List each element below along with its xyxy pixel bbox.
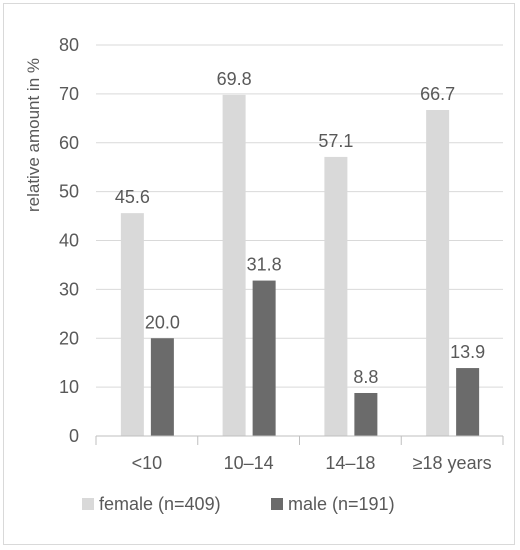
category-label: 14–18 — [325, 453, 375, 473]
category-label: <10 — [132, 453, 163, 473]
y-tick-label: 80 — [59, 35, 79, 55]
bar-male — [354, 392, 378, 436]
bar-female — [120, 213, 144, 436]
y-tick-label: 50 — [59, 182, 79, 202]
bar-male — [150, 338, 174, 436]
category-labels: <10 10–14 14–18 ≥18 years — [132, 453, 492, 473]
y-tick-label: 60 — [59, 133, 79, 153]
category-label: 10–14 — [224, 453, 274, 473]
y-tick-label: 20 — [59, 328, 79, 348]
legend: female (n=409) male (n=191) — [82, 494, 395, 514]
bar-male — [456, 368, 480, 436]
data-labels: 45.6 69.8 57.1 66.7 20.0 31.8 8.8 13.9 — [115, 69, 485, 387]
x-axis — [95, 435, 504, 445]
bar-male — [252, 280, 276, 436]
y-tick-label: 70 — [59, 84, 79, 104]
y-axis-label: relative amount in % — [24, 58, 43, 212]
data-label: 66.7 — [420, 84, 455, 104]
bar-female — [426, 110, 450, 436]
data-label: 20.0 — [145, 312, 180, 332]
y-axis-ticks: 0 10 20 30 40 50 60 70 80 — [59, 35, 79, 446]
bars — [120, 94, 480, 436]
legend-swatch-male — [271, 498, 283, 510]
y-tick-label: 0 — [69, 426, 79, 446]
data-label: 13.9 — [450, 342, 485, 362]
legend-swatch-female — [82, 498, 94, 510]
y-tick-label: 30 — [59, 279, 79, 299]
data-label: 45.6 — [115, 187, 150, 207]
bar-female — [222, 94, 246, 436]
data-label: 31.8 — [247, 255, 282, 275]
data-label: 8.8 — [353, 367, 378, 387]
category-label: ≥18 years — [413, 453, 492, 473]
legend-label: male (n=191) — [288, 494, 395, 514]
bar-female — [324, 156, 348, 436]
y-tick-label: 10 — [59, 377, 79, 397]
data-label: 57.1 — [318, 131, 353, 151]
legend-label: female (n=409) — [99, 494, 221, 514]
data-label: 69.8 — [217, 69, 252, 89]
y-tick-label: 40 — [59, 231, 79, 251]
